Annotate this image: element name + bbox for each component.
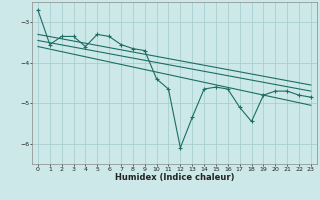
X-axis label: Humidex (Indice chaleur): Humidex (Indice chaleur) [115, 173, 234, 182]
